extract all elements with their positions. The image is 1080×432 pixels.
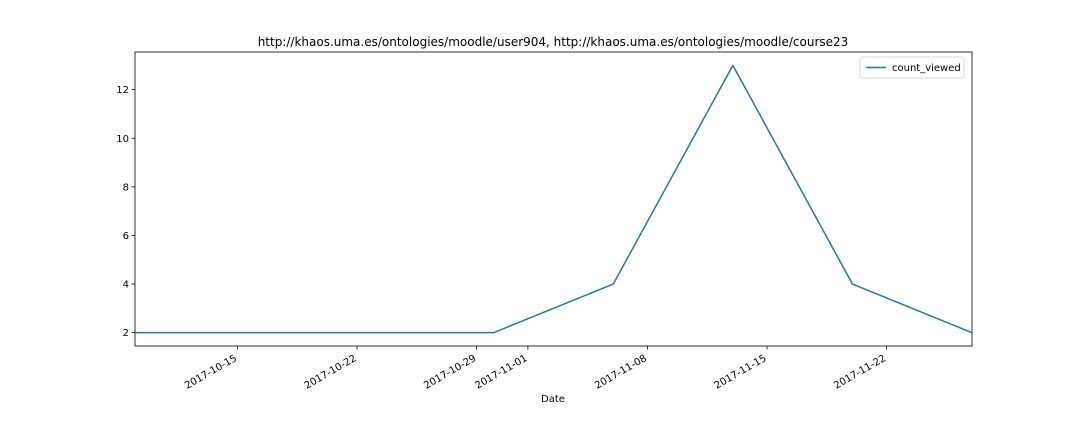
x-tick-label: 2017-11-01 <box>474 353 530 392</box>
legend-label: count_viewed <box>892 63 961 74</box>
x-tick-label: 2017-10-15 <box>183 353 239 392</box>
y-axis: 2 4 6 8 10 12 <box>116 85 135 339</box>
legend: count_viewed <box>859 56 965 79</box>
y-tick-label: 6 <box>123 231 129 242</box>
chart-title: http://khaos.uma.es/ontologies/moodle/us… <box>258 35 849 49</box>
y-tick-label: 12 <box>116 85 129 96</box>
x-tick-label: 2017-11-08 <box>593 353 649 392</box>
series-line-count_viewed <box>135 64 972 334</box>
x-axis: 2017-10-15 2017-10-22 2017-10-292017-11-01… <box>183 346 888 392</box>
plot-area <box>134 51 973 347</box>
series-layer <box>135 64 972 334</box>
plot-frame <box>134 51 973 347</box>
x-axis-label: Date <box>541 394 565 405</box>
y-tick-label: 8 <box>123 182 129 193</box>
x-tick-label: 2017-11-22 <box>832 353 888 392</box>
x-tick-label: 2017-11-15 <box>713 353 769 392</box>
y-tick-label: 2 <box>123 328 129 339</box>
x-tick-label: 2017-10-29 <box>422 353 478 392</box>
y-tick-label: 10 <box>116 134 129 145</box>
x-tick-label: 2017-10-22 <box>303 353 359 392</box>
legend-box <box>859 56 965 79</box>
y-tick-label: 4 <box>123 280 129 291</box>
